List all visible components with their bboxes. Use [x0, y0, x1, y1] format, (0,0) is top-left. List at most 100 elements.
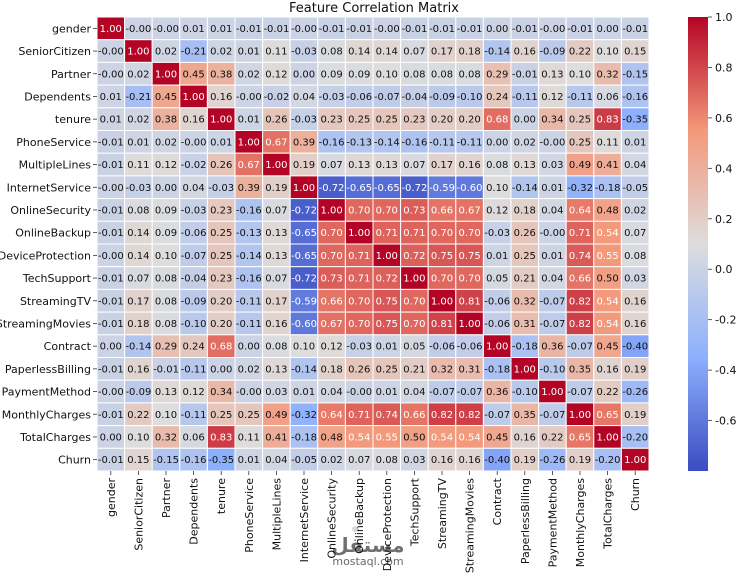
cell-value-label: 0.10: [155, 410, 177, 421]
x-tick-label: MonthlyCharges: [574, 478, 587, 568]
cell-value-label: -0.60: [291, 319, 317, 330]
cell-value-label: -0.32: [291, 410, 317, 421]
cell-value-label: 0.25: [210, 251, 232, 262]
cell-value-label: 0.70: [320, 228, 342, 239]
cell-value-label: -0.00: [291, 24, 317, 35]
cell-value-label: 0.70: [403, 296, 425, 307]
y-tick-label: PhoneService: [16, 136, 91, 149]
cell-value-label: 0.05: [403, 342, 425, 353]
cell-value-label: -0.16: [181, 455, 207, 466]
cell-value-label: -0.03: [291, 47, 317, 58]
cell-value-label: 0.82: [569, 319, 591, 330]
cell-value-label: 0.67: [458, 205, 480, 216]
cell-value-label: 0.02: [320, 455, 342, 466]
cell-value-label: 1.00: [569, 410, 591, 421]
cell-value-label: -0.11: [236, 319, 262, 330]
cell-value-label: 0.07: [265, 205, 287, 216]
cell-value-label: 0.68: [210, 342, 232, 353]
cell-value-label: 0.74: [376, 410, 398, 421]
cell-value-label: 0.02: [127, 115, 149, 126]
cell-value-label: -0.40: [622, 342, 648, 353]
cell-value-label: -0.00: [98, 69, 124, 80]
cell-value-label: 1.00: [320, 205, 342, 216]
cell-value-label: -0.01: [153, 364, 179, 375]
cell-value-label: 0.38: [155, 115, 177, 126]
cell-value-label: 0.02: [155, 47, 177, 58]
cell-value-label: -0.14: [484, 47, 510, 58]
cell-value-label: 0.26: [210, 160, 232, 171]
cell-value-label: 0.34: [541, 115, 563, 126]
cell-value-label: 0.14: [127, 251, 149, 262]
cell-value-label: 0.54: [596, 228, 618, 239]
cell-value-label: 0.00: [100, 342, 122, 353]
cell-value-label: -0.00: [374, 24, 400, 35]
cell-value-label: 0.32: [514, 296, 536, 307]
cell-value-label: -0.18: [484, 364, 510, 375]
cell-value-label: -0.09: [125, 387, 151, 398]
chart-title: Feature Correlation Matrix: [289, 1, 459, 16]
cell-value-label: 1.00: [210, 115, 232, 126]
cell-value-label: -0.09: [429, 92, 455, 103]
cell-value-label: 0.07: [348, 455, 370, 466]
cell-value-label: -0.01: [98, 296, 124, 307]
cell-value-label: 0.01: [293, 387, 315, 398]
colorbar-tick-label: 0.0: [715, 263, 733, 276]
colorbar-gradient: [688, 17, 708, 471]
cell-value-label: 0.25: [376, 364, 398, 375]
cell-value-label: 0.18: [514, 205, 536, 216]
x-tick-label: PaymentMethod: [546, 478, 559, 567]
cell-value-label: 0.14: [376, 47, 398, 58]
y-tick-label: SeniorCitizen: [18, 45, 91, 58]
cell-value-label: -0.01: [263, 24, 289, 35]
cell-value-label: -0.13: [236, 228, 262, 239]
cell-value-label: -0.10: [512, 387, 538, 398]
cell-value-label: 0.26: [514, 228, 536, 239]
cell-value-label: 0.25: [376, 115, 398, 126]
cell-value-label: 0.81: [458, 296, 480, 307]
cell-value-label: 0.72: [376, 274, 398, 285]
cell-value-label: -0.06: [457, 342, 483, 353]
cell-value-label: 0.67: [265, 137, 287, 148]
cell-value-label: 0.08: [155, 274, 177, 285]
cell-value-label: -0.09: [539, 47, 565, 58]
cell-value-label: 0.13: [348, 160, 370, 171]
cell-value-label: -0.06: [346, 92, 372, 103]
cell-value-label: 0.00: [486, 137, 508, 148]
cell-value-label: 0.10: [376, 69, 398, 80]
cell-value-label: 0.70: [348, 296, 370, 307]
cell-value-label: -0.03: [319, 92, 345, 103]
cell-value-label: 0.12: [182, 387, 204, 398]
cell-value-label: 0.16: [431, 455, 453, 466]
cell-value-label: 0.07: [265, 274, 287, 285]
cell-value-label: 0.72: [403, 251, 425, 262]
cell-value-label: -0.00: [98, 183, 124, 194]
colorbar: 1.0 0.8 0.6 0.4 0.2 0.0 -0.2 -0.4 -0.6: [688, 11, 736, 471]
cell-value-label: -0.00: [539, 24, 565, 35]
cell-value-label: -0.03: [208, 183, 234, 194]
x-tick-label: InternetService: [298, 478, 311, 563]
y-tick-label: TotalCharges: [19, 431, 91, 444]
cell-value-label: 0.70: [348, 205, 370, 216]
cell-value-label: 0.16: [514, 432, 536, 443]
cell-value-label: 1.00: [458, 319, 480, 330]
cell-value-label: 0.14: [127, 228, 149, 239]
cell-value-label: -0.15: [622, 69, 648, 80]
y-tick-label: DeviceProtection: [0, 249, 91, 262]
cell-value-label: -0.11: [181, 364, 207, 375]
cell-value-label: 0.20: [210, 296, 232, 307]
cell-value-label: -0.72: [291, 205, 317, 216]
cell-value-label: 0.22: [596, 387, 618, 398]
x-tick-label: Dependents: [188, 478, 201, 545]
cell-value-label: -0.60: [457, 183, 483, 194]
cell-value-label: -0.01: [236, 24, 262, 35]
cell-value-label: -0.32: [567, 183, 593, 194]
cell-value-label: 0.18: [127, 319, 149, 330]
cell-value-label: 0.09: [155, 205, 177, 216]
cell-value-label: 1.00: [238, 137, 260, 148]
cell-value-label: -0.07: [539, 410, 565, 421]
cell-value-label: -0.65: [346, 183, 372, 194]
cell-value-label: 0.24: [182, 342, 204, 353]
cell-value-label: 0.13: [155, 387, 177, 398]
cell-value-label: 0.07: [624, 228, 646, 239]
cell-value-label: 0.36: [541, 342, 563, 353]
